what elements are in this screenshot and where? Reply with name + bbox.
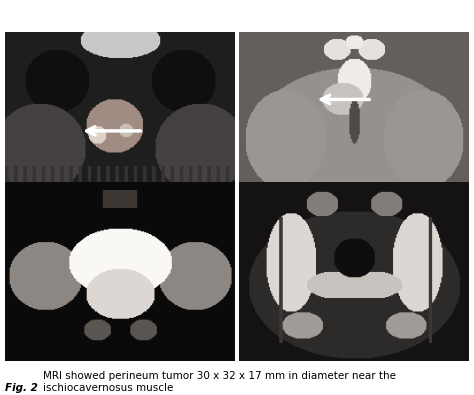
Text: MRI showed perineum tumor 30 x 32 x 17 mm in diameter near the ischiocavernosus : MRI showed perineum tumor 30 x 32 x 17 m… (43, 371, 396, 393)
Text: Fig. 2: Fig. 2 (5, 383, 37, 393)
